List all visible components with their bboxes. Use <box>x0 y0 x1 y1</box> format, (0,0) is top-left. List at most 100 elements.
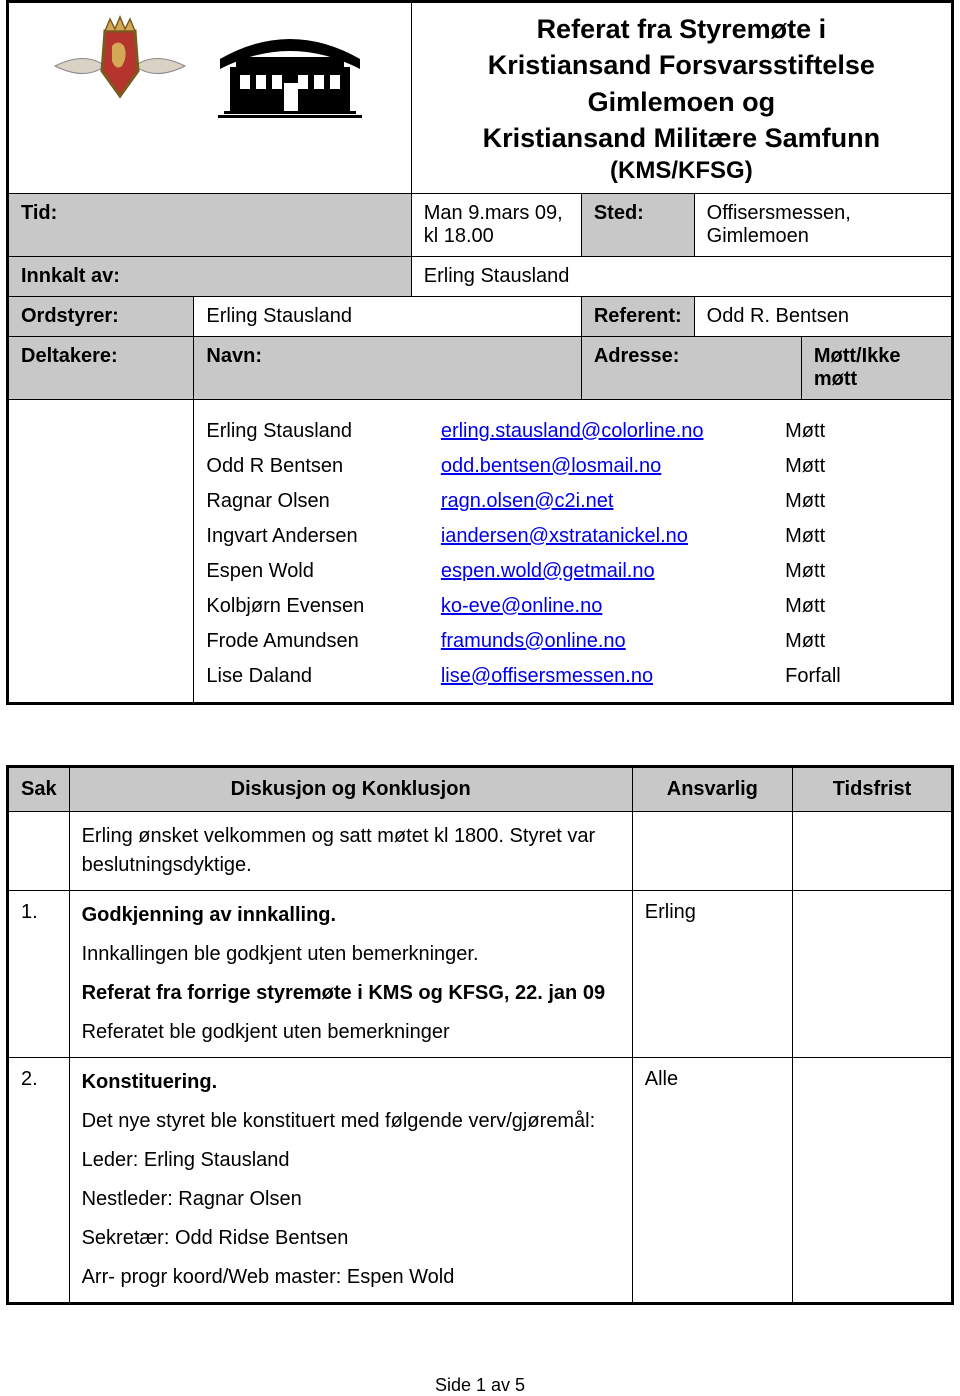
participant-email-link[interactable]: espen.wold@getmail.no <box>441 560 655 582</box>
subtitle: (KMS/KFSG) <box>424 157 939 185</box>
participant-status: Forfall <box>785 659 939 694</box>
sak-line: Referatet ble godkjent uten bemerkninger <box>82 1018 620 1047</box>
title-cell: Referat fra Styremøte i Kristiansand For… <box>411 2 952 194</box>
status-label: Møtt/Ikke møtt <box>801 336 952 399</box>
sted-line2: Gimlemoen <box>707 225 939 248</box>
innkalt-label: Innkalt av: <box>8 256 412 296</box>
title-line-3: Kristiansand Militære Samfunn <box>424 120 939 156</box>
participant-status: Møtt <box>785 449 939 484</box>
participant-status: Møtt <box>785 589 939 624</box>
sak-number: 1. <box>8 890 70 1057</box>
title-line-1: Referat fra Styremøte i <box>424 11 939 47</box>
sak-row: 1. Godkjenning av innkalling. Innkallingen… <box>8 890 953 1057</box>
participant-email-link[interactable]: odd.bentsen@losmail.no <box>441 455 661 477</box>
meeting-header-table: Referat fra Styremøte i Kristiansand For… <box>6 0 954 705</box>
participant-name: Ragnar Olsen <box>206 484 440 519</box>
participant-status: Møtt <box>785 414 939 449</box>
sak-deadline <box>792 1057 952 1303</box>
sak-line: Konstituering. <box>82 1068 620 1097</box>
sak-row: Erling ønsket velkommen og satt møtet kl… <box>8 811 953 890</box>
participant-name: Kolbjørn Evensen <box>206 589 440 624</box>
participant-status: Møtt <box>785 519 939 554</box>
participant-row: Odd R Bentsenodd.bentsen@losmail.no Møtt <box>206 449 939 484</box>
sak-line: Referat fra forrige styremøte i KMS og K… <box>82 979 620 1008</box>
sak-responsible <box>632 811 792 890</box>
participant-email-link[interactable]: lise@offisersmessen.no <box>441 665 653 687</box>
participant-email-link[interactable]: ragn.olsen@c2i.net <box>441 490 614 512</box>
sak-line: Nestleder: Ragnar Olsen <box>82 1185 620 1214</box>
participant-row: Ingvart Anderseniandersen@xstratanickel.… <box>206 519 939 554</box>
sak-deadline <box>792 890 952 1057</box>
sak-line: Det nye styret ble konstituert med følge… <box>82 1107 620 1136</box>
participant-email-link[interactable]: iandersen@xstratanickel.no <box>441 525 688 547</box>
sak-discussion: Erling ønsket velkommen og satt møtet kl… <box>69 811 632 890</box>
logo-cell <box>8 2 412 194</box>
participant-row: Ragnar Olsenragn.olsen@c2i.net Møtt <box>206 484 939 519</box>
sak-table: Sak Diskusjon og Konklusjon Ansvarlig Ti… <box>6 765 954 1305</box>
participant-email-cell: odd.bentsen@losmail.no <box>441 449 785 484</box>
page: Referat fra Styremøte i Kristiansand For… <box>0 0 960 1396</box>
innkalt-value: Erling Stausland <box>411 256 952 296</box>
sak-number <box>8 811 70 890</box>
participant-email-cell: iandersen@xstratanickel.no <box>441 519 785 554</box>
sak-line: Sekretær: Odd Ridse Bentsen <box>82 1224 620 1253</box>
participant-email-link[interactable]: erling.stausland@colorline.no <box>441 420 704 442</box>
adresse-label: Adresse: <box>581 336 801 399</box>
page-footer: Side 1 av 5 <box>6 1375 954 1396</box>
navn-label: Navn: <box>194 336 581 399</box>
participant-name: Espen Wold <box>206 554 440 589</box>
deltakere-label: Deltakere: <box>8 336 194 399</box>
sak-line: Leder: Erling Stausland <box>82 1146 620 1175</box>
sak-body: Erling ønsket velkommen og satt møtet kl… <box>8 811 953 1303</box>
participant-row: Espen Woldespen.wold@getmail.no Møtt <box>206 554 939 589</box>
participant-name: Erling Stausland <box>206 414 440 449</box>
sak-responsible: Erling <box>632 890 792 1057</box>
sak-header-deadline: Tidsfrist <box>792 766 952 811</box>
sak-line: Erling ønsket velkommen og satt møtet kl… <box>82 822 620 880</box>
sak-line: Godkjenning av innkalling. <box>82 901 620 930</box>
sak-line: Arr- progr koord/Web master: Espen Wold <box>82 1263 620 1292</box>
referent-label: Referent: <box>581 296 694 336</box>
sak-row: 2. Konstituering. Det nye styret ble konst… <box>8 1057 953 1303</box>
participant-row: Frode Amundsenframunds@online.no Møtt <box>206 624 939 659</box>
participants-list: Erling Stauslanderling.stausland@colorli… <box>206 414 939 694</box>
participant-email-cell: framunds@online.no <box>441 624 785 659</box>
sak-line: Innkallingen ble godkjent uten bemerknin… <box>82 940 620 969</box>
sak-header-responsible: Ansvarlig <box>632 766 792 811</box>
sak-number: 2. <box>8 1057 70 1303</box>
participant-email-cell: ko-eve@online.no <box>441 589 785 624</box>
sted-value: Offisersmessen, Gimlemoen <box>694 193 952 256</box>
deltakere-spacer <box>8 399 194 703</box>
participant-status: Møtt <box>785 624 939 659</box>
participant-row: Erling Stauslanderling.stausland@colorli… <box>206 414 939 449</box>
participant-name: Odd R Bentsen <box>206 449 440 484</box>
sak-header-discussion: Diskusjon og Konklusjon <box>69 766 632 811</box>
sak-header-num: Sak <box>8 766 70 811</box>
participant-row: Kolbjørn Evensenko-eve@online.no Møtt <box>206 589 939 624</box>
participant-name: Ingvart Andersen <box>206 519 440 554</box>
participant-email-link[interactable]: ko-eve@online.no <box>441 595 603 617</box>
participant-email-cell: lise@offisersmessen.no <box>441 659 785 694</box>
sak-responsible: Alle <box>632 1057 792 1303</box>
crest-logo-icon <box>50 11 190 121</box>
sak-discussion: Godkjenning av innkalling. Innkallingen b… <box>69 890 632 1057</box>
title-line-2: Kristiansand Forsvarsstiftelse Gimlemoen… <box>424 47 939 120</box>
participant-status: Møtt <box>785 484 939 519</box>
tid-line1: Man 9.mars 09, <box>424 202 569 225</box>
logo-group <box>21 11 399 121</box>
participant-email-link[interactable]: framunds@online.no <box>441 630 626 652</box>
participant-email-cell: erling.stausland@colorline.no <box>441 414 785 449</box>
sted-line1: Offisersmessen, <box>707 202 939 225</box>
participant-email-cell: espen.wold@getmail.no <box>441 554 785 589</box>
sak-deadline <box>792 811 952 890</box>
sak-discussion: Konstituering. Det nye styret ble konstit… <box>69 1057 632 1303</box>
participant-status: Møtt <box>785 554 939 589</box>
tid-label: Tid: <box>8 193 412 256</box>
participant-name: Lise Daland <box>206 659 440 694</box>
participant-row: Lise Dalandlise@offisersmessen.no Forfall <box>206 659 939 694</box>
participant-name: Frode Amundsen <box>206 624 440 659</box>
ordstyrer-value: Erling Stausland <box>194 296 581 336</box>
building-logo-icon <box>210 11 370 121</box>
sted-label: Sted: <box>581 193 694 256</box>
ordstyrer-label: Ordstyrer: <box>8 296 194 336</box>
